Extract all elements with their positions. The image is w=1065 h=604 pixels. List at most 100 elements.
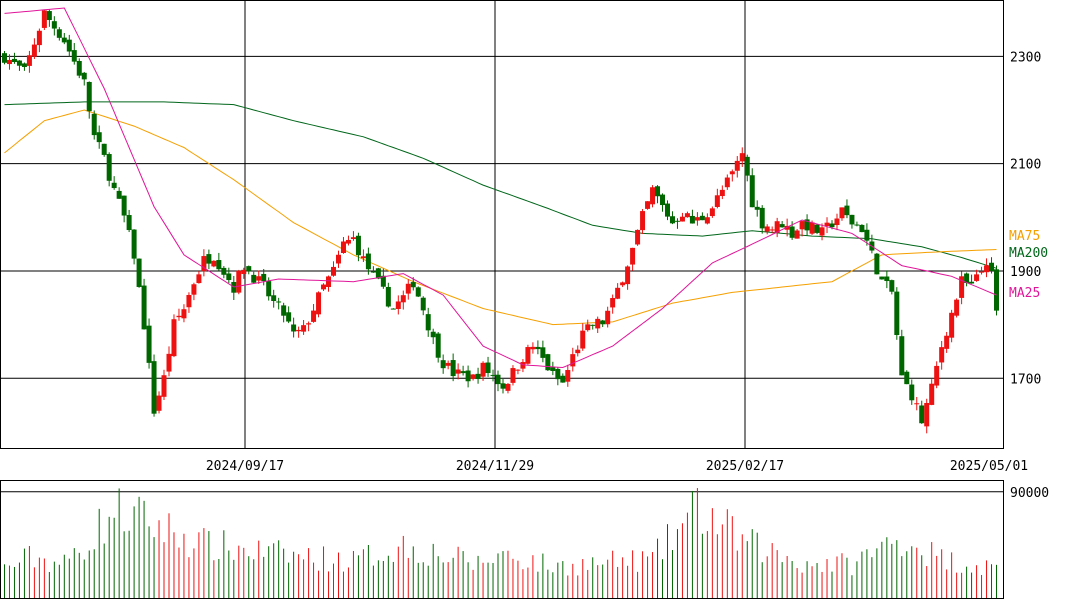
candle-body xyxy=(764,226,770,232)
candle-body xyxy=(86,81,92,112)
candle-body xyxy=(969,281,975,284)
candle-body xyxy=(475,373,481,380)
legend-label-ma200: MA200 xyxy=(1009,246,1048,261)
candle-body xyxy=(919,405,925,424)
candle-body xyxy=(580,330,586,349)
candle-body xyxy=(410,282,416,288)
candle-body xyxy=(964,273,970,283)
candle-body xyxy=(241,269,247,275)
candle-body xyxy=(370,271,376,273)
candle-body xyxy=(126,215,132,231)
candle-body xyxy=(360,256,366,259)
candle-body xyxy=(585,324,591,331)
candle-body xyxy=(131,229,137,259)
candle-body xyxy=(899,336,905,376)
candle-body xyxy=(839,207,845,219)
candle-body xyxy=(570,354,576,367)
ma25-line-layer xyxy=(4,7,997,369)
candle-body xyxy=(116,190,122,199)
candle-body xyxy=(694,217,700,221)
candle-body xyxy=(435,333,441,358)
candle-body xyxy=(211,260,217,267)
candle-body xyxy=(16,60,22,66)
candle-body xyxy=(669,216,675,224)
candle-body xyxy=(615,287,621,299)
candle-body xyxy=(61,37,67,43)
candle-body xyxy=(106,154,112,181)
candle-body xyxy=(440,360,446,369)
candle-body xyxy=(251,274,257,283)
candle-body xyxy=(350,237,356,240)
candle-body xyxy=(809,222,815,234)
price-panel-frame xyxy=(0,0,1004,449)
ma25-line xyxy=(4,7,997,369)
candle-body xyxy=(640,211,646,231)
candle-body xyxy=(550,367,556,371)
candle-body xyxy=(515,369,521,371)
candle-body xyxy=(31,44,37,57)
candle-body xyxy=(610,298,616,308)
candle-body xyxy=(954,299,960,316)
candle-body xyxy=(769,229,775,231)
ma75-line-layer xyxy=(4,109,997,326)
candle-body xyxy=(400,295,406,303)
candle-body xyxy=(306,323,312,325)
candle-body xyxy=(645,201,651,209)
y-tick-label: 1900 xyxy=(1010,265,1041,280)
candle-body xyxy=(699,215,705,221)
y-tick-label: 2300 xyxy=(1010,50,1041,65)
candle-body xyxy=(595,318,601,329)
volume-bars-layer xyxy=(3,488,998,598)
candle-body xyxy=(664,203,670,217)
candle-body xyxy=(291,324,297,332)
candle-body xyxy=(734,160,740,171)
candle-body xyxy=(1,53,7,63)
candle-body xyxy=(909,384,915,401)
candle-body xyxy=(355,235,361,256)
candle-body xyxy=(51,21,57,29)
candle-body xyxy=(674,220,680,222)
candle-body xyxy=(844,205,850,216)
candle-body xyxy=(216,260,222,270)
candle-body xyxy=(166,353,172,372)
x-tick-label: 2024/11/29 xyxy=(456,459,534,474)
candle-body xyxy=(605,310,611,325)
candle-body xyxy=(385,286,391,307)
candle-body xyxy=(450,360,456,377)
candle-body xyxy=(630,247,636,265)
candle-body xyxy=(984,265,990,273)
labels-layer: 1700 1900 2100 2300 2024/09/17 2024/11/29 2025… xyxy=(206,50,1049,500)
candle-body xyxy=(894,291,900,336)
ma200-line-layer xyxy=(4,101,997,269)
candle-body xyxy=(934,365,940,386)
candle-body xyxy=(181,309,187,319)
grid-layer xyxy=(0,0,1003,493)
candle-body xyxy=(709,208,715,217)
candle-body xyxy=(530,346,536,350)
candle-body xyxy=(834,218,840,226)
candle-body xyxy=(989,262,995,272)
candle-body xyxy=(21,63,27,67)
candle-body xyxy=(660,194,666,206)
candle-body xyxy=(600,320,606,325)
candle-body xyxy=(171,319,177,357)
candle-body xyxy=(884,276,890,282)
candle-body xyxy=(889,280,895,292)
y-tick-label: 1700 xyxy=(1010,372,1041,387)
candle-body xyxy=(689,215,695,224)
candle-body xyxy=(724,177,730,188)
candle-body xyxy=(575,349,581,354)
candle-body xyxy=(944,335,950,349)
candle-body xyxy=(96,132,102,143)
candle-body xyxy=(261,273,267,282)
candle-body xyxy=(719,189,725,197)
candle-body xyxy=(246,266,252,272)
x-tick-label: 2025/05/01 xyxy=(950,459,1028,474)
candle-body xyxy=(226,273,232,280)
candle-body xyxy=(136,258,142,287)
candle-body xyxy=(425,314,431,331)
candle-body xyxy=(256,276,262,281)
candle-body xyxy=(949,312,955,338)
candle-body xyxy=(749,175,755,208)
